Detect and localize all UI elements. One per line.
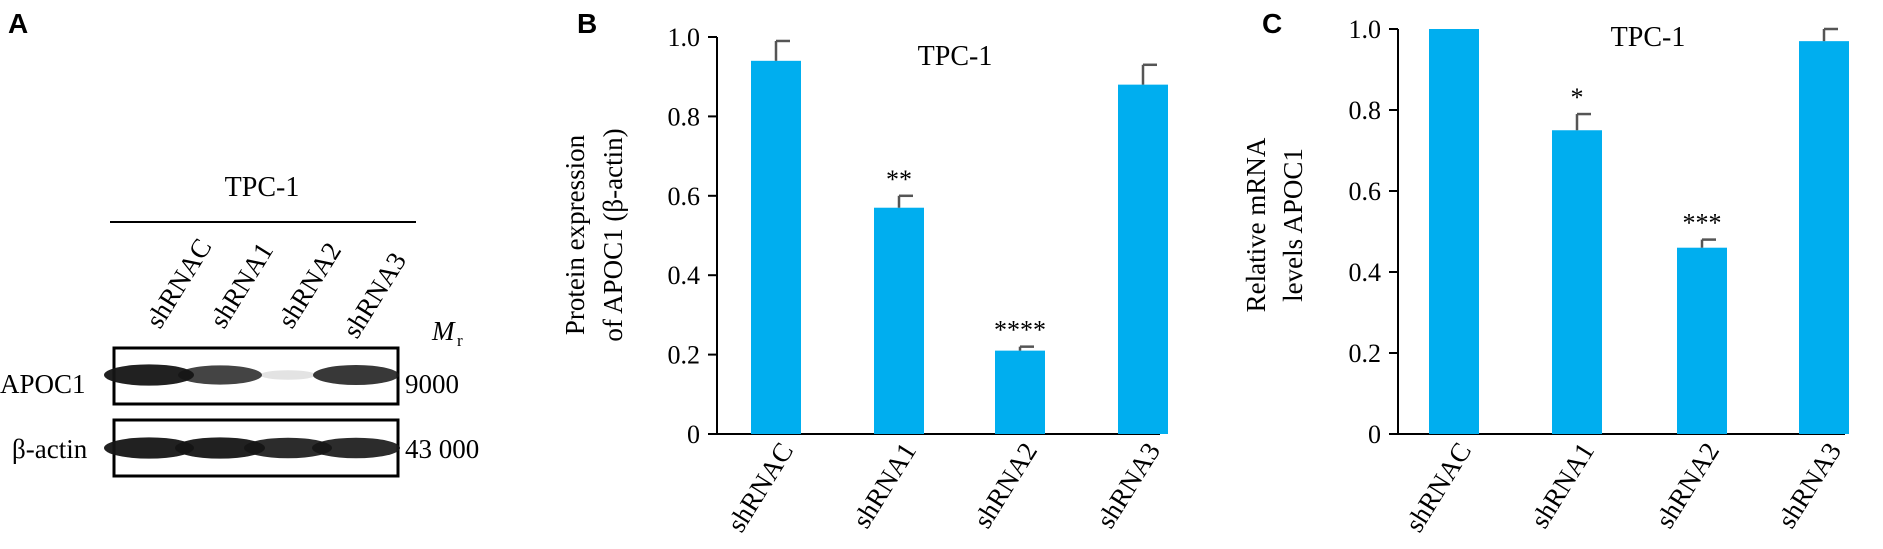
lane-label: shRNA3 (337, 247, 413, 343)
y-tick-label: 0.6 (668, 182, 701, 211)
y-axis-label: of APOC1 (β-actin) (598, 128, 628, 341)
panel-b-letter: B (577, 8, 597, 39)
significance-label: ** (886, 165, 912, 194)
x-tick-label: shRNA2 (1650, 437, 1726, 533)
lane-labels: shRNAC shRNA1 shRNA2 shRNA3 (140, 233, 413, 343)
significance-label: * (1571, 83, 1584, 112)
panel-a-letter: A (8, 8, 28, 39)
blot-band (260, 370, 316, 380)
chart-c: 0 0.2 0.4 0.6 0.8 1.0 Relative mRNA levels APOC… (1241, 15, 1849, 537)
beta-actin-row-label: β-actin (12, 434, 88, 464)
panel-c-letter: C (1262, 8, 1282, 39)
x-tick-label: shRNAC (721, 437, 799, 537)
y-tick-label: 0.2 (1349, 339, 1382, 368)
beta-actin-bands (104, 437, 400, 459)
blot-band (244, 437, 332, 459)
apoc1-bands (104, 364, 399, 386)
chart-title: TPC-1 (1611, 22, 1686, 53)
blot-band (104, 364, 194, 386)
bar (1429, 29, 1479, 434)
y-tick-label: 0.6 (1349, 177, 1382, 206)
bar (1677, 247, 1727, 434)
x-tick-label: shRNA3 (1772, 437, 1848, 533)
y-tick-label: 0 (687, 420, 700, 449)
mr-symbol: M (431, 316, 456, 346)
chart-b: 0 0.2 0.4 0.6 0.8 1.0 Protein expression of APO… (560, 23, 1168, 537)
y-tick-label: 0.4 (1349, 258, 1382, 287)
y-tick-label: 1.0 (1349, 15, 1382, 44)
bar (751, 60, 801, 434)
y-tick-label: 0.2 (668, 341, 701, 370)
y-tick-label: 0.8 (668, 102, 701, 131)
y-tick-label: 0.8 (1349, 96, 1382, 125)
x-tick-label: shRNA3 (1091, 437, 1167, 533)
significance-label: **** (994, 316, 1046, 345)
chart-title: TPC-1 (918, 41, 993, 72)
y-tick-label: 0 (1368, 420, 1381, 449)
y-tick-label: 0.4 (668, 261, 701, 290)
x-tick-label: shRNA1 (847, 437, 923, 533)
mr-subscript: r (457, 331, 463, 350)
y-axis-label: Relative mRNA (1241, 137, 1271, 312)
x-tick-label: shRNA1 (1525, 437, 1601, 533)
bar (1799, 41, 1849, 435)
blot-band (175, 437, 265, 459)
x-tick-label: shRNAC (1399, 437, 1477, 537)
significance-label: *** (1683, 209, 1722, 238)
bar (995, 350, 1045, 434)
blot-band (313, 365, 399, 385)
blot-band (104, 437, 194, 459)
y-tick-label: 1.0 (668, 23, 701, 52)
y-axis-label: Protein expression (560, 134, 590, 335)
apoc1-row-label: APOC1 (0, 369, 86, 399)
bar (874, 207, 924, 434)
blot-band (178, 365, 262, 385)
beta-actin-mr-value: 43 000 (405, 434, 479, 464)
bar (1118, 84, 1168, 434)
blot-band (312, 437, 400, 459)
bar (1552, 130, 1602, 434)
panel-a: A TPC-1 shRNAC shRNA1 shRNA2 shRNA3 M r … (0, 8, 479, 478)
y-axis-label: levels APOC1 (1278, 148, 1308, 302)
blot-cell-line: TPC-1 (225, 172, 300, 203)
lane-label: shRNA2 (272, 237, 348, 333)
x-tick-label: shRNA2 (968, 437, 1044, 533)
apoc1-mr-value: 9000 (405, 369, 459, 399)
